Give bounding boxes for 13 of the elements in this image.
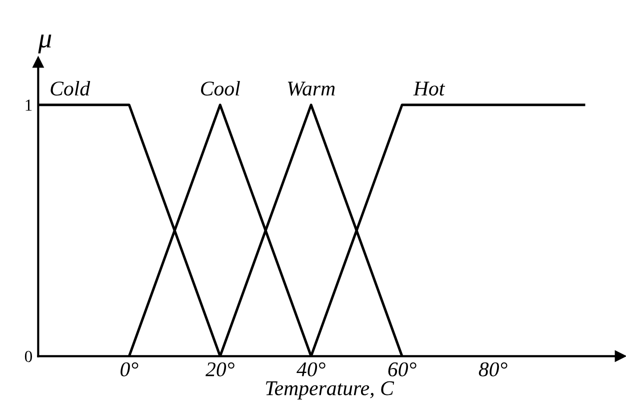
y-tick-label: 1	[26, 100, 32, 111]
series-label: Warm	[288, 82, 335, 96]
x-tick-label: 20°	[206, 362, 234, 376]
series-label: Cool	[201, 80, 240, 96]
legend-label: Cold	[50, 80, 90, 96]
x-tick-label: 40°	[296, 362, 326, 376]
x-tick-label: 0°	[120, 362, 138, 376]
y-tick-label: 0	[24, 350, 32, 362]
x-tick-label: 80°	[478, 362, 508, 376]
x-tick-label: 60°	[388, 362, 416, 376]
series-label: Hot	[413, 82, 446, 96]
y-axis-title: μ	[38, 34, 52, 54]
x-axis-title: Temperature, C	[266, 381, 394, 400]
